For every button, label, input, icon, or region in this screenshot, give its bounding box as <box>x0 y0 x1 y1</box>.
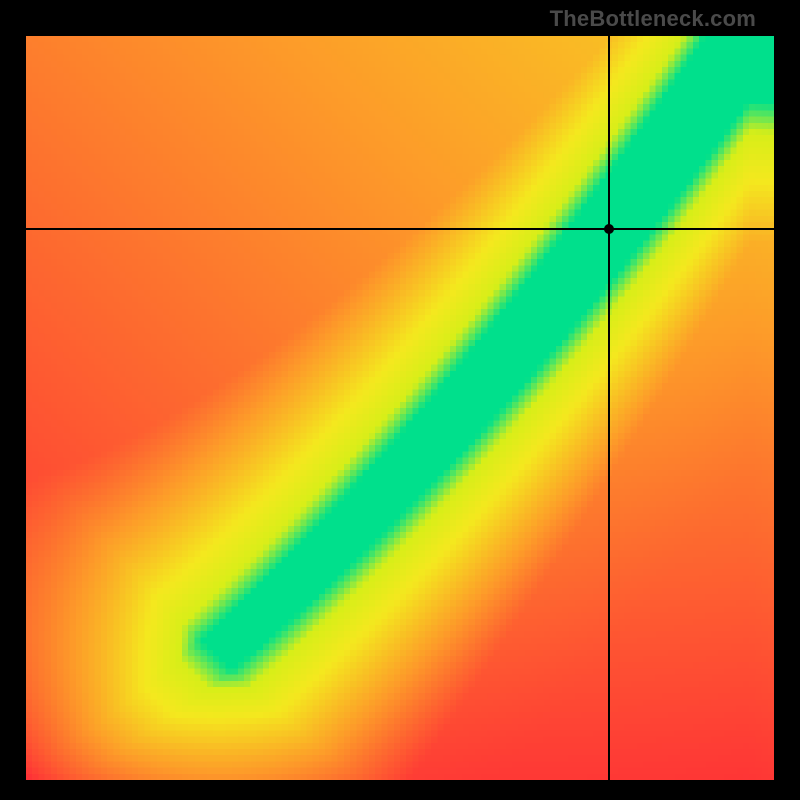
heatmap-plot <box>26 36 774 780</box>
heatmap-canvas <box>26 36 774 780</box>
chart-frame: TheBottleneck.com <box>0 0 800 800</box>
attribution-text: TheBottleneck.com <box>550 6 756 32</box>
